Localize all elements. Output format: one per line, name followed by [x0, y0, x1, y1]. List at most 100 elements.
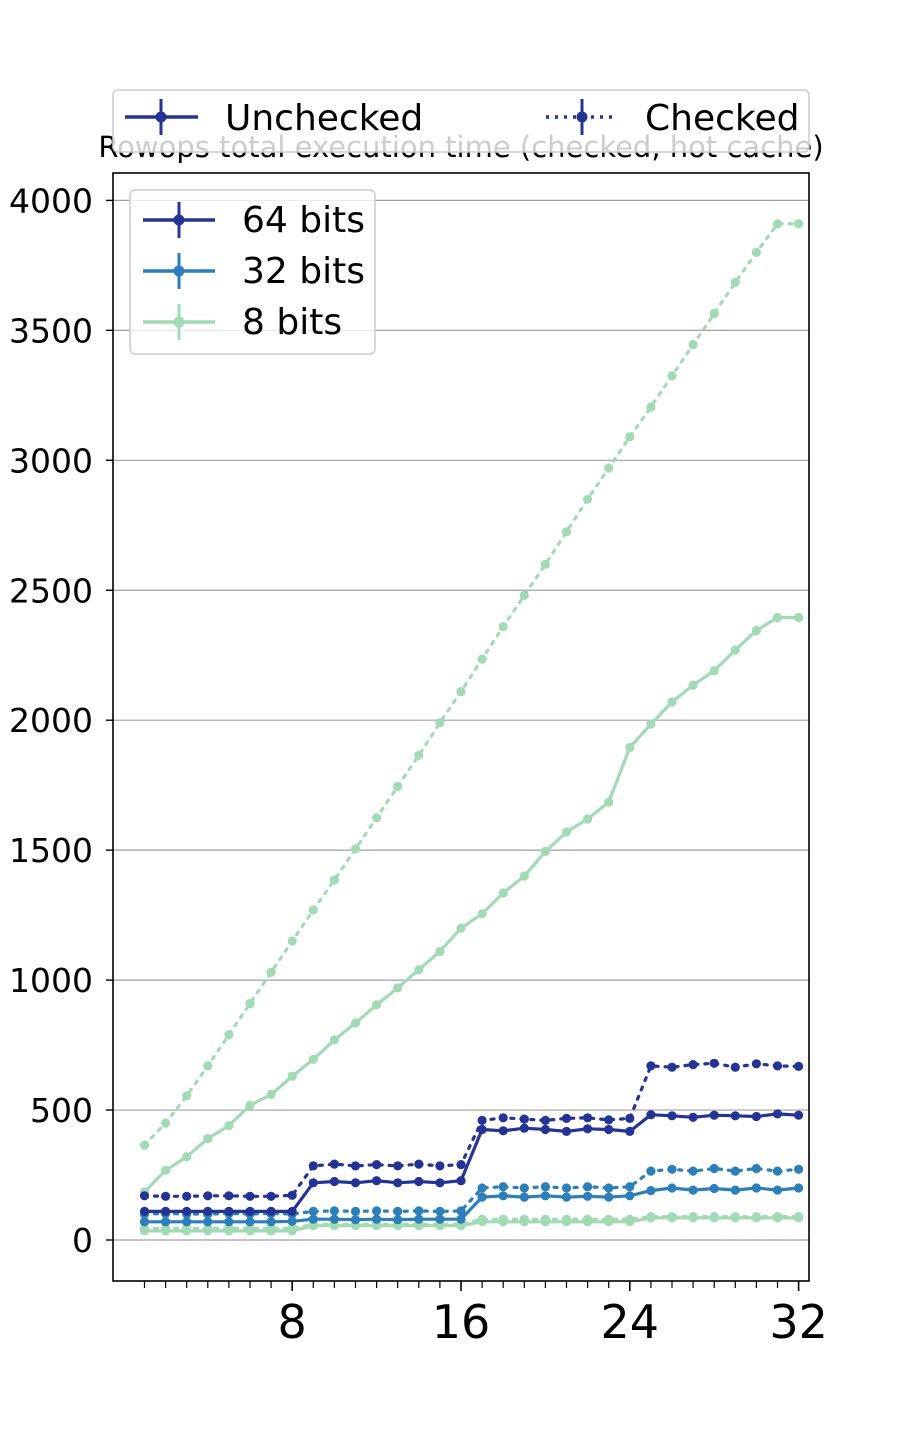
data-point [477, 1214, 487, 1224]
data-point [245, 998, 255, 1009]
data-point [203, 1134, 213, 1144]
data-point [519, 1114, 529, 1124]
data-point [625, 432, 635, 442]
y-tick-label: 4000 [9, 181, 93, 220]
data-point [498, 1113, 508, 1123]
data-point [667, 1212, 677, 1222]
data-point [772, 1212, 783, 1222]
data-point [139, 1217, 150, 1227]
data-point [245, 1100, 255, 1110]
data-point [794, 1110, 804, 1120]
series-64-bits-checked [139, 1058, 804, 1201]
data-point [266, 1191, 276, 1201]
data-point [625, 1191, 635, 1201]
data-point [794, 1164, 804, 1174]
data-point [583, 1124, 593, 1134]
data-point [540, 1124, 551, 1135]
data-point [730, 645, 740, 655]
data-point [751, 247, 762, 257]
data-point [139, 1191, 150, 1201]
data-point [435, 1214, 445, 1224]
size-legend: 64 bits 32 bits 8 bits [129, 189, 376, 355]
data-point [498, 1214, 508, 1224]
data-point [182, 1206, 192, 1216]
data-point [583, 1191, 593, 1201]
data-point [139, 1206, 150, 1216]
data-point [794, 612, 804, 623]
data-point [350, 1161, 361, 1171]
data-point [182, 1152, 192, 1162]
series-8-bits-unchecked [139, 612, 804, 1197]
data-point [709, 308, 719, 319]
data-point [540, 1214, 551, 1224]
data-point [561, 1192, 572, 1202]
data-point [287, 1223, 297, 1233]
data-point [329, 875, 339, 885]
data-point [730, 1062, 740, 1072]
data-point [540, 846, 551, 857]
data-point [667, 1111, 677, 1121]
data-point [224, 1121, 234, 1131]
data-point [794, 219, 804, 229]
data-point [308, 1178, 318, 1188]
y-tick-label: 2500 [9, 571, 93, 610]
data-point [519, 1183, 529, 1193]
data-point [625, 1182, 635, 1192]
data-point [372, 813, 382, 823]
data-point [667, 697, 677, 707]
data-point [730, 1185, 740, 1195]
data-point [414, 1214, 424, 1224]
data-point [414, 1159, 424, 1169]
legend-entry-unchecked: Unchecked [125, 98, 423, 139]
data-point [667, 1183, 677, 1193]
data-point [625, 1113, 635, 1123]
data-point [646, 1166, 656, 1176]
data-point [161, 1217, 171, 1227]
data-point [245, 1223, 255, 1233]
data-point [772, 1109, 783, 1119]
data-point [266, 1223, 276, 1233]
data-point [287, 1206, 297, 1216]
y-tick-label: 1500 [9, 831, 93, 870]
data-point [224, 1223, 234, 1233]
data-point [287, 1216, 297, 1226]
y-gridlines [113, 199, 809, 1241]
data-point [498, 888, 508, 898]
data-point [540, 1115, 551, 1125]
data-point [266, 967, 276, 977]
data-point [730, 1212, 740, 1222]
data-point [203, 1217, 213, 1227]
data-point [688, 1112, 698, 1122]
data-point [625, 1126, 635, 1136]
data-point [477, 909, 487, 919]
data-point [688, 1212, 698, 1222]
data-point [245, 1217, 255, 1227]
legend-label-32-bits: 32 bits [242, 251, 365, 292]
data-point [688, 340, 698, 350]
data-point [561, 1214, 572, 1224]
data-point [435, 718, 445, 728]
data-point [540, 1182, 551, 1192]
data-point [646, 1110, 656, 1120]
data-point [139, 1223, 150, 1233]
data-point [266, 1217, 276, 1227]
data-point [393, 1215, 403, 1225]
legend-entry-checked: Checked [546, 98, 799, 139]
data-point [350, 1178, 361, 1188]
data-point [667, 371, 677, 381]
data-point [393, 781, 403, 792]
data-point [308, 1206, 318, 1216]
data-point [414, 965, 424, 975]
data-point [329, 1176, 339, 1187]
data-point [772, 1166, 783, 1176]
data-point [561, 527, 572, 537]
data-point [667, 1164, 677, 1174]
data-point [139, 1140, 150, 1150]
data-point [646, 402, 656, 412]
data-point [498, 1126, 508, 1136]
y-tick-label: 3500 [9, 311, 93, 350]
data-point [794, 1183, 804, 1193]
data-point [245, 1206, 255, 1216]
y-tick-label: 1000 [9, 961, 93, 1000]
